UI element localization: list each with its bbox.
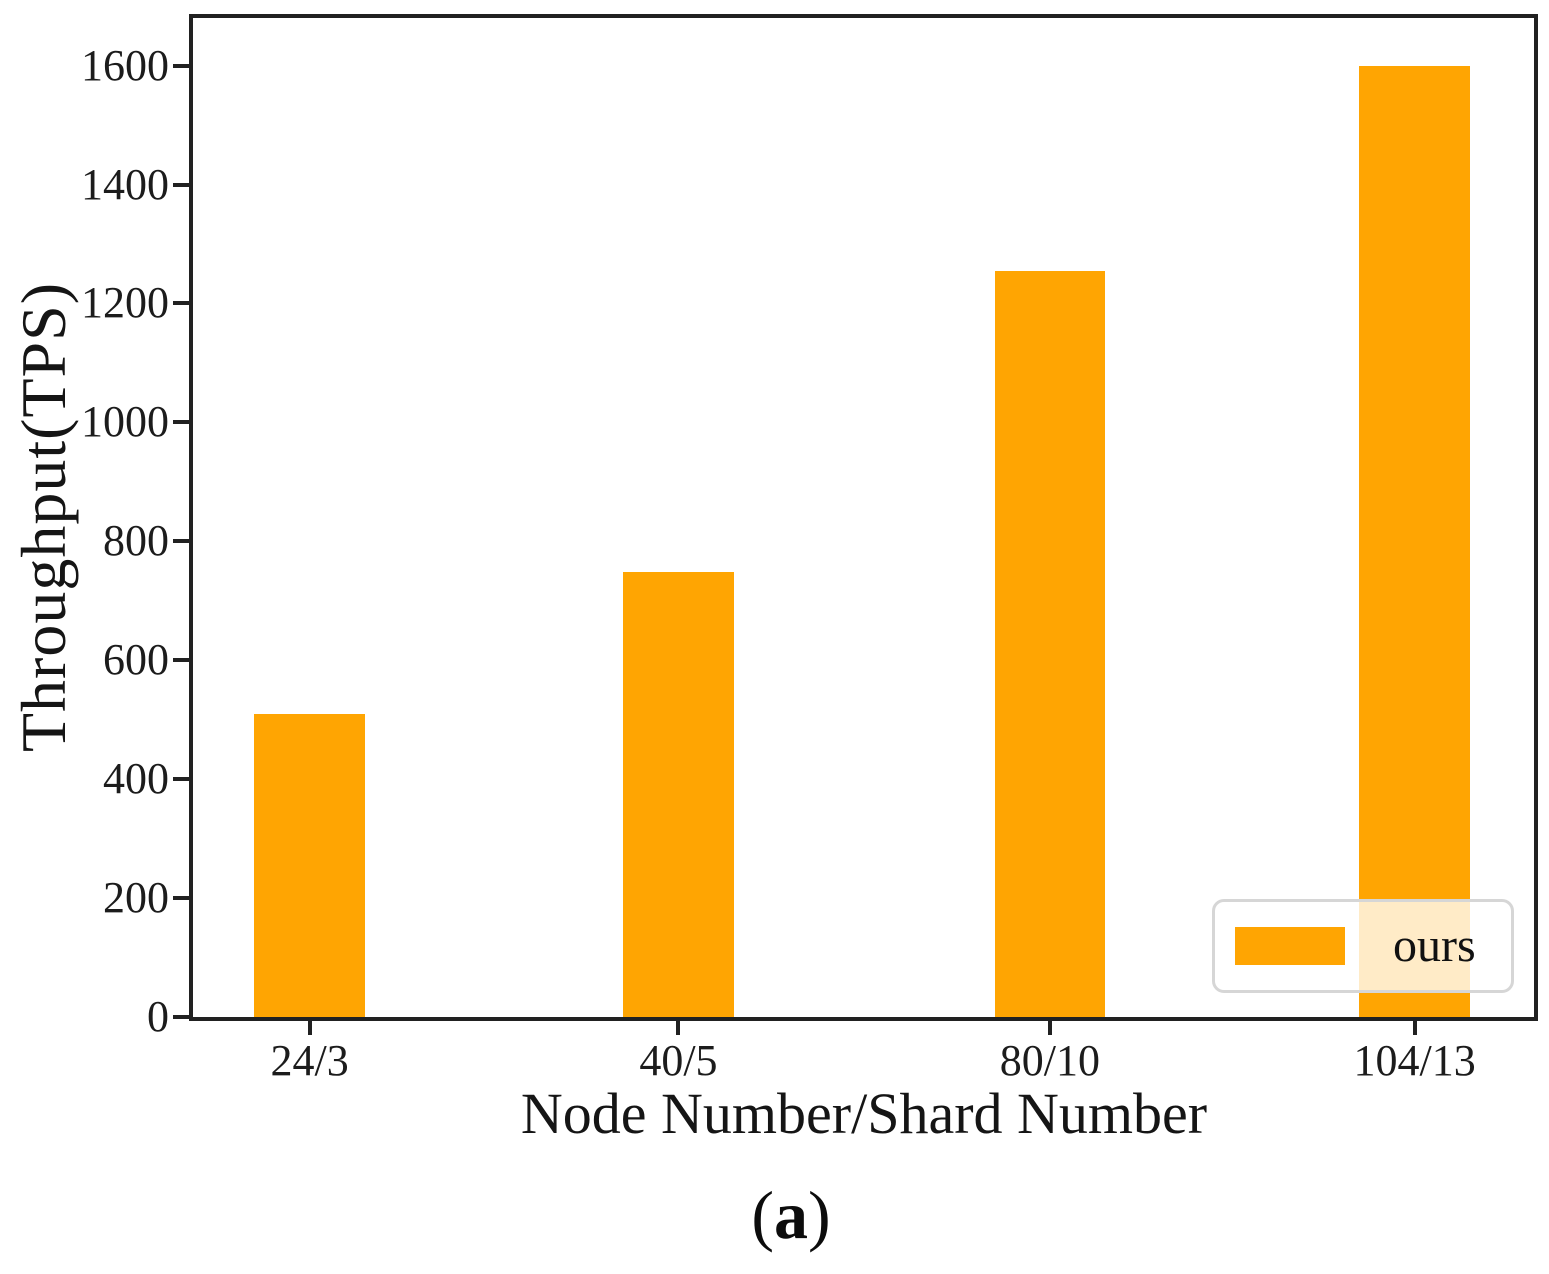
caption-letter: a xyxy=(774,1177,808,1253)
y-tick-mark xyxy=(173,182,189,187)
legend: ours xyxy=(1212,899,1514,993)
caption-paren-open: ( xyxy=(751,1177,774,1253)
x-tick-mark xyxy=(1412,1021,1417,1035)
y-tick-label: 1200 xyxy=(81,278,169,328)
bar-80-10 xyxy=(994,270,1106,1017)
legend-label-ours: ours xyxy=(1393,919,1476,972)
y-tick-mark xyxy=(173,777,189,782)
bar-40-5 xyxy=(623,572,734,1017)
y-tick-label: 400 xyxy=(103,754,169,804)
caption-paren-close: ) xyxy=(808,1177,831,1253)
y-tick-mark xyxy=(173,301,189,306)
y-tick-label: 200 xyxy=(103,873,169,923)
bar-104-13 xyxy=(1359,65,1470,1017)
y-tick-mark xyxy=(173,896,189,901)
y-axis-label: Throughput(TPS) xyxy=(8,281,79,753)
x-tick-mark xyxy=(1047,1021,1052,1035)
x-tick-label: 104/13 xyxy=(1353,1036,1476,1085)
x-tick-mark xyxy=(307,1021,312,1035)
y-tick-mark xyxy=(173,63,189,68)
x-tick-mark xyxy=(676,1021,681,1035)
x-tick-label: 24/3 xyxy=(270,1036,349,1085)
y-tick-label: 600 xyxy=(103,635,169,685)
bar-24-3 xyxy=(254,713,365,1017)
y-tick-mark xyxy=(173,1015,189,1019)
subfigure-caption: (a) xyxy=(751,1176,830,1255)
x-axis-label: Node Number/Shard Number xyxy=(520,1081,1208,1146)
y-tick-mark xyxy=(173,420,189,425)
y-tick-label: 1600 xyxy=(81,40,169,90)
y-tick-label: 0 xyxy=(147,992,169,1041)
x-tick-label: 40/5 xyxy=(639,1036,718,1085)
y-tick-label: 1000 xyxy=(81,397,169,447)
y-tick-label: 1400 xyxy=(81,159,169,209)
x-tick-label: 80/10 xyxy=(999,1036,1101,1085)
y-tick-mark xyxy=(173,658,189,663)
plot-area: ours 0 200 400 600 800 1000 1200 1400 1600 24/3 40… xyxy=(81,14,1538,1085)
y-tick-label: 800 xyxy=(103,516,169,566)
legend-swatch-ours xyxy=(1235,927,1345,965)
y-tick-mark xyxy=(173,539,189,544)
